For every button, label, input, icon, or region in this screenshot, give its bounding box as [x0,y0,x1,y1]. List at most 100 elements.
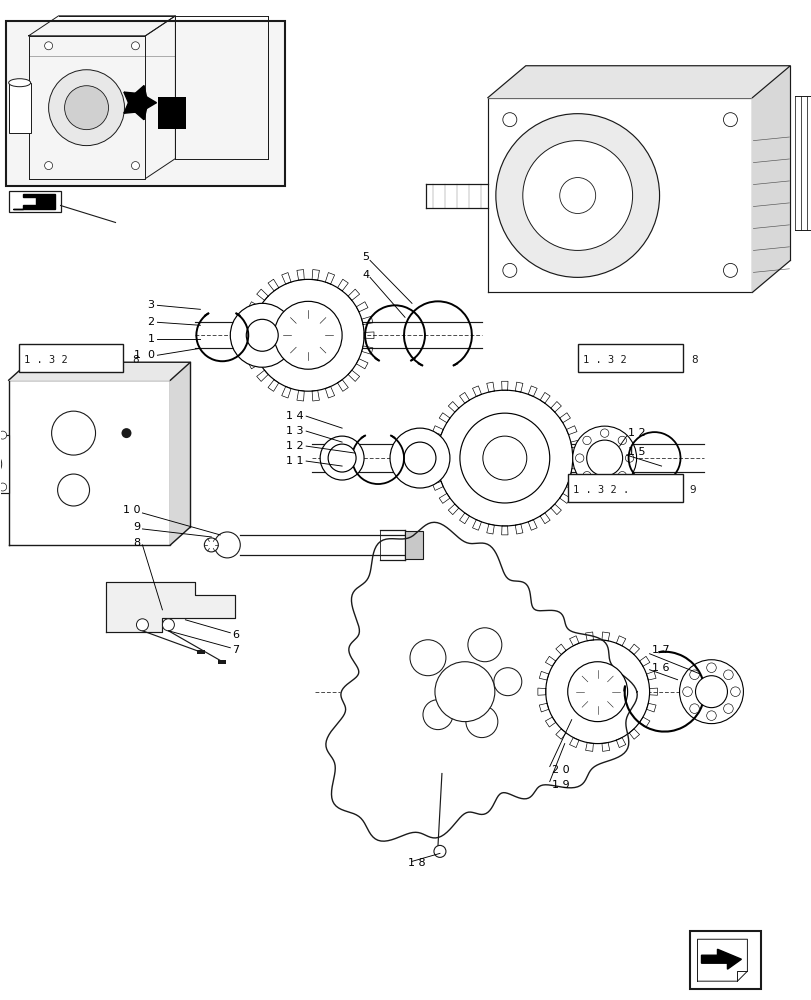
Polygon shape [701,949,740,969]
Circle shape [136,619,148,631]
Circle shape [122,428,131,438]
Circle shape [58,474,89,506]
Circle shape [0,452,2,476]
Bar [9,83,31,133]
Circle shape [723,670,732,680]
Bar [405,531,423,559]
Polygon shape [9,362,190,380]
Circle shape [502,263,516,277]
Polygon shape [697,939,746,981]
Text: 7: 7 [232,645,239,655]
Polygon shape [139,97,157,103]
Circle shape [679,660,743,724]
Circle shape [599,429,608,437]
Text: 9: 9 [689,485,695,495]
Circle shape [617,472,626,480]
Text: 3: 3 [148,300,154,310]
Text: 8: 8 [133,538,140,548]
Circle shape [730,687,740,696]
Text: 1 0: 1 0 [122,505,140,515]
Circle shape [599,479,608,487]
Text: 1 . 3 2: 1 . 3 2 [24,355,67,365]
Circle shape [320,436,363,480]
Text: 4: 4 [362,270,369,280]
Circle shape [723,113,736,127]
Circle shape [246,319,278,351]
FancyBboxPatch shape [19,344,123,372]
Text: 1 9: 1 9 [551,780,569,790]
Circle shape [404,442,436,474]
Circle shape [162,619,174,631]
Text: 1 2: 1 2 [285,441,303,451]
Circle shape [423,700,453,730]
Circle shape [410,640,445,676]
Circle shape [586,440,622,476]
Text: 6: 6 [232,630,239,640]
Circle shape [45,42,53,50]
Polygon shape [124,103,139,113]
Circle shape [582,472,590,480]
Polygon shape [135,103,144,120]
Circle shape [252,279,363,391]
Circle shape [483,436,526,480]
Circle shape [65,86,109,130]
Circle shape [435,662,494,722]
Bar [158,97,187,129]
Text: 8: 8 [132,355,139,365]
Text: 2 0: 2 0 [551,765,569,775]
Circle shape [575,454,583,462]
Circle shape [493,668,521,696]
Polygon shape [487,66,789,98]
Circle shape [723,263,736,277]
Bar [0,435,9,493]
Circle shape [582,436,590,445]
Text: 1 3: 1 3 [285,426,303,436]
Text: 1 8: 1 8 [407,858,425,868]
Text: 1 7: 1 7 [650,645,668,655]
Circle shape [467,628,501,662]
Circle shape [204,538,218,552]
Bar [9,191,61,212]
Polygon shape [13,194,54,209]
Polygon shape [139,86,146,103]
Text: 1 1: 1 1 [285,456,303,466]
Circle shape [436,390,572,526]
Circle shape [723,704,732,713]
Circle shape [682,687,692,696]
Circle shape [567,662,627,722]
Circle shape [706,663,715,673]
Polygon shape [124,92,139,103]
Text: 1 6: 1 6 [650,663,668,673]
Polygon shape [139,103,157,109]
Text: 8: 8 [691,355,697,365]
Circle shape [695,676,727,708]
Circle shape [559,178,595,213]
Circle shape [328,444,356,472]
Circle shape [461,415,547,501]
Circle shape [522,141,632,250]
Circle shape [45,162,53,170]
Circle shape [131,162,139,170]
Circle shape [502,113,516,127]
Circle shape [49,70,124,146]
Circle shape [389,428,449,488]
Circle shape [689,704,698,713]
FancyBboxPatch shape [567,474,682,502]
Polygon shape [325,522,637,841]
Polygon shape [752,66,789,292]
Text: 1 4: 1 4 [285,411,303,421]
Circle shape [433,845,445,857]
Text: 1: 1 [148,334,154,344]
Circle shape [689,670,698,680]
Circle shape [0,483,6,491]
Bar [196,650,204,654]
Circle shape [459,413,549,503]
Circle shape [214,532,240,558]
Text: 9: 9 [133,522,140,532]
Circle shape [496,114,659,277]
Polygon shape [139,103,146,120]
Text: 5: 5 [362,252,369,262]
Polygon shape [135,86,144,103]
Circle shape [572,426,636,490]
Circle shape [545,640,649,744]
